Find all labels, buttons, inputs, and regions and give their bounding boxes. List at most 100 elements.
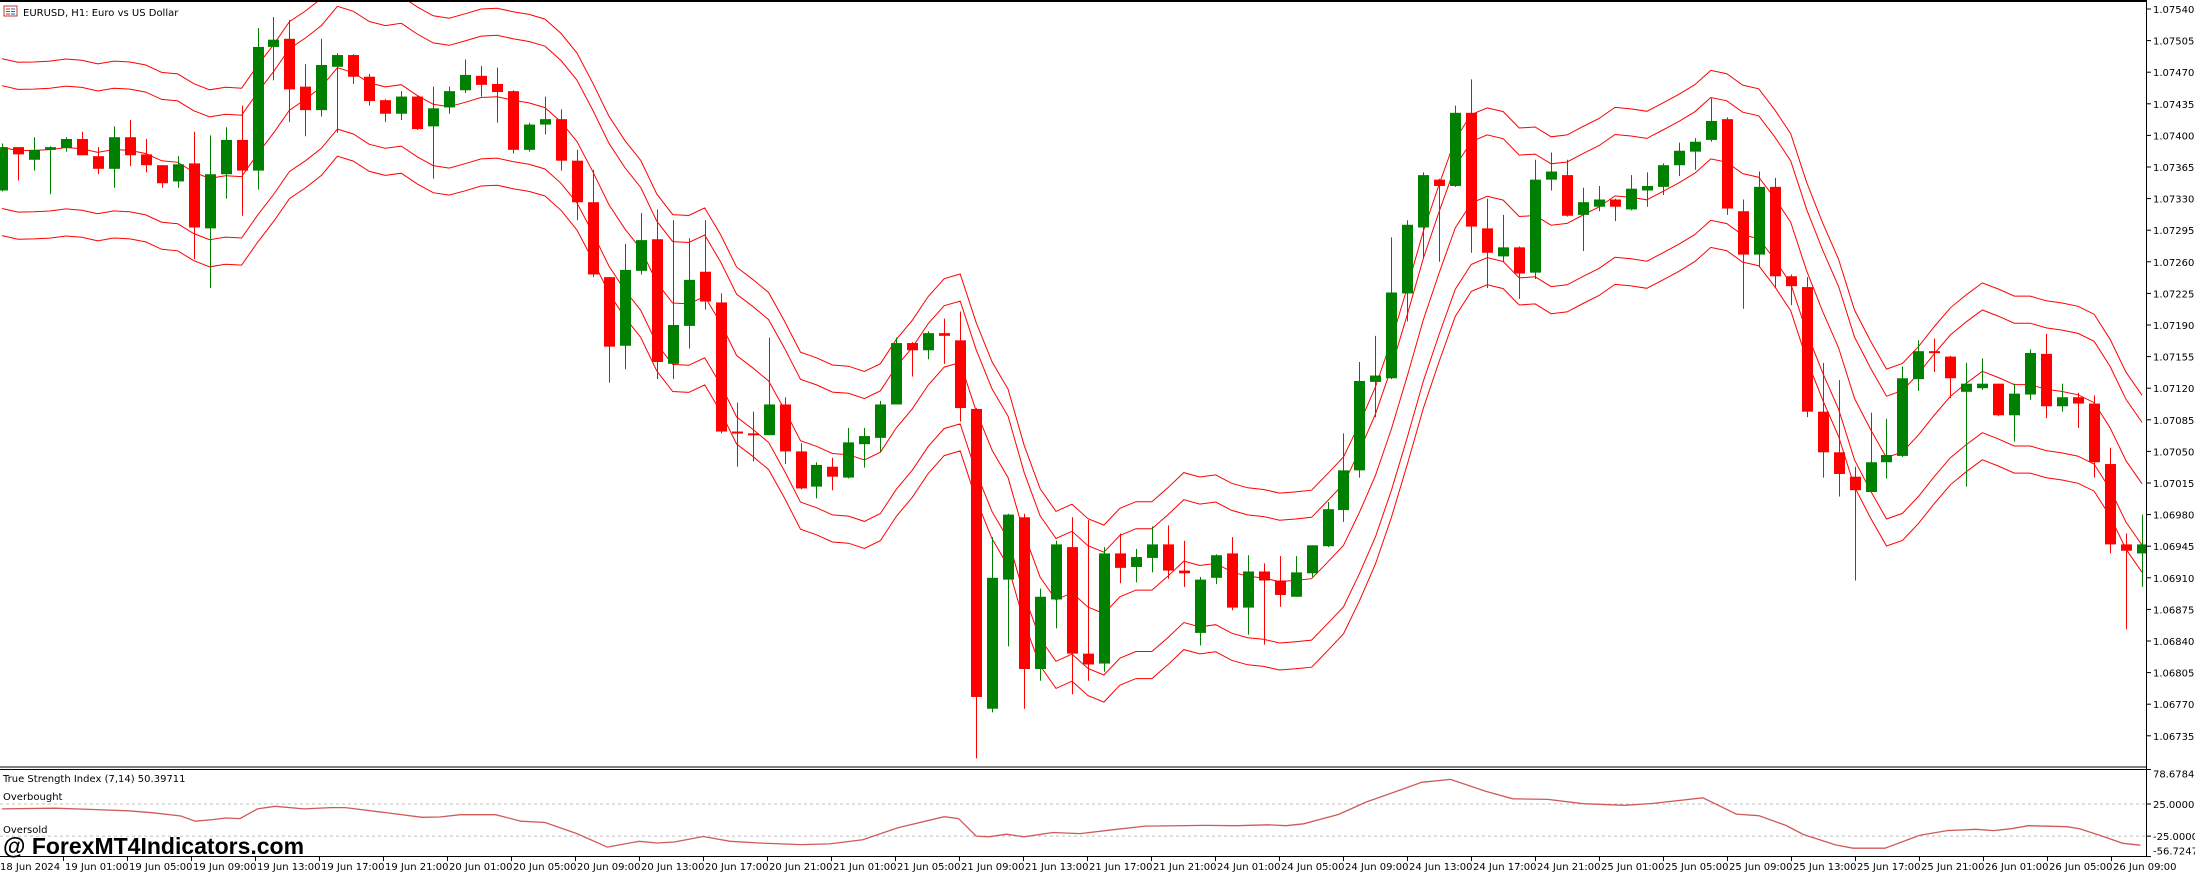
candle-body: [189, 163, 200, 228]
indicator-title: True Strength Index (7,14) 50.39711: [2, 774, 186, 785]
price-label: 1.07260: [2153, 258, 2194, 269]
bear-candle: [1993, 383, 2004, 417]
candle-body: [1243, 571, 1254, 608]
candle-body: [1323, 509, 1334, 547]
candle-body: [1562, 175, 1573, 216]
bull-candle: [1881, 418, 1892, 479]
bull-candle: [1370, 335, 1381, 418]
bear-candle: [348, 54, 359, 84]
candle-body: [891, 343, 902, 405]
candle-body: [13, 147, 24, 155]
candle-body: [1546, 171, 1557, 180]
bull-candle: [396, 91, 407, 121]
price-label: 1.06840: [2153, 637, 2194, 648]
price-label: 1.07365: [2153, 163, 2194, 174]
bull-candle: [1626, 175, 1637, 211]
time-label: 26 Jun 05:00: [2049, 862, 2113, 873]
chart-title-text: EURUSD, H1: Euro vs US Dollar: [23, 8, 179, 19]
candle-body: [0, 147, 8, 191]
price-label: 1.07400: [2153, 131, 2194, 142]
candle-body: [380, 100, 391, 114]
bear-candle: [652, 209, 663, 380]
bear-candle: [827, 457, 838, 491]
indicator-levels: [0, 803, 2146, 837]
bear-candle: [2105, 447, 2116, 554]
candle-body: [1131, 557, 1142, 567]
time-label: 26 Jun 01:00: [1985, 862, 2049, 873]
candle-body: [843, 442, 854, 478]
candle-body: [1722, 119, 1733, 209]
bear-candle: [13, 147, 24, 181]
bull-candle: [859, 427, 870, 468]
bull-candle: [332, 53, 343, 133]
time-label: 20 Jun 01:00: [449, 862, 513, 873]
candle-body: [460, 74, 471, 91]
candle-body: [1450, 112, 1461, 186]
candle-body: [1498, 247, 1509, 257]
price-label: 1.06875: [2153, 605, 2194, 616]
candle-body: [859, 436, 870, 445]
bear-candle: [77, 131, 88, 156]
bear-candle: [1610, 198, 1621, 222]
bull-candle: [1354, 362, 1365, 478]
bull-candle: [1674, 142, 1685, 177]
candle-body: [652, 239, 663, 363]
candle-body: [1610, 199, 1621, 207]
candle-body: [923, 333, 934, 351]
indicator-window[interactable]: True Strength Index (7,14) 50.39711 Over…: [0, 768, 2195, 858]
indicator-axis-label: -56.72475: [2153, 847, 2195, 858]
time-label: 20 Jun 17:00: [705, 862, 769, 873]
bear-candle: [1834, 380, 1845, 497]
candle-body: [1291, 572, 1302, 597]
time-label: 20 Jun 09:00: [577, 862, 641, 873]
candle-body: [476, 75, 487, 85]
bull-candle: [620, 243, 631, 370]
candle-body: [716, 302, 727, 432]
candle-body: [1338, 470, 1349, 511]
watermark: @ ForexMT4Indicators.com: [3, 833, 304, 859]
bull-candle: [1913, 340, 1924, 391]
bear-candle: [492, 67, 503, 123]
price-label: 1.07155: [2153, 353, 2194, 364]
price-label: 1.06910: [2153, 574, 2194, 585]
band-upper-outer: [1, 2, 2143, 526]
bear-candle: [1275, 556, 1286, 607]
bear-candle: [1562, 159, 1573, 217]
candle-body: [1307, 545, 1318, 574]
candle-body: [2089, 403, 2100, 463]
candle-body: [540, 119, 551, 125]
candle-body: [1881, 455, 1892, 463]
time-label: 19 Jun 09:00: [193, 862, 257, 873]
candle-body: [157, 165, 168, 184]
bear-candle: [93, 147, 104, 175]
candle-body: [61, 139, 72, 149]
bull-candle: [891, 337, 902, 405]
bull-candle: [1338, 433, 1349, 522]
candle-body: [1275, 580, 1286, 595]
bear-candle: [971, 408, 982, 759]
bull-candle: [173, 156, 184, 188]
bull-candle: [1195, 576, 1206, 646]
candle-body: [1019, 517, 1030, 669]
bull-candle: [811, 462, 822, 499]
candle-body: [1866, 462, 1877, 493]
bull-candle: [668, 220, 679, 380]
bull-candle: [61, 137, 72, 152]
bull-candle: [268, 17, 279, 81]
indicator-axis-label: -25.00000: [2153, 832, 2195, 843]
time-label: 19 Jun 01:00: [65, 862, 129, 873]
candle-body: [1690, 141, 1701, 152]
bear-candle: [2121, 533, 2132, 630]
candle-body: [636, 240, 647, 271]
price-label: 1.07190: [2153, 321, 2194, 332]
bear-candle: [700, 220, 711, 310]
candlestick-series: [0, 17, 2146, 759]
candle-body: [332, 55, 343, 67]
time-label: 25 Jun 17:00: [1857, 862, 1921, 873]
candle-body: [1754, 186, 1765, 255]
bull-candle: [1642, 172, 1653, 207]
candle-body: [1674, 150, 1685, 166]
bear-candle: [476, 65, 487, 97]
